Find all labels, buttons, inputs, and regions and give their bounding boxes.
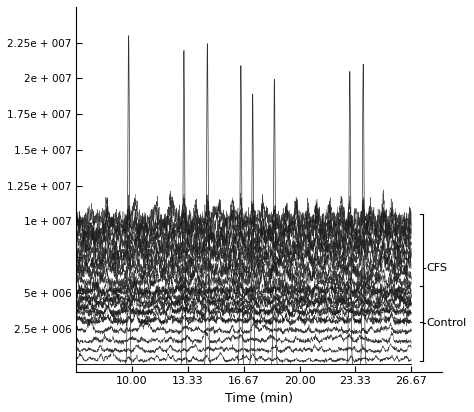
- Text: Control: Control: [427, 318, 467, 328]
- Text: CFS: CFS: [427, 263, 448, 273]
- X-axis label: Time (min): Time (min): [225, 392, 293, 405]
